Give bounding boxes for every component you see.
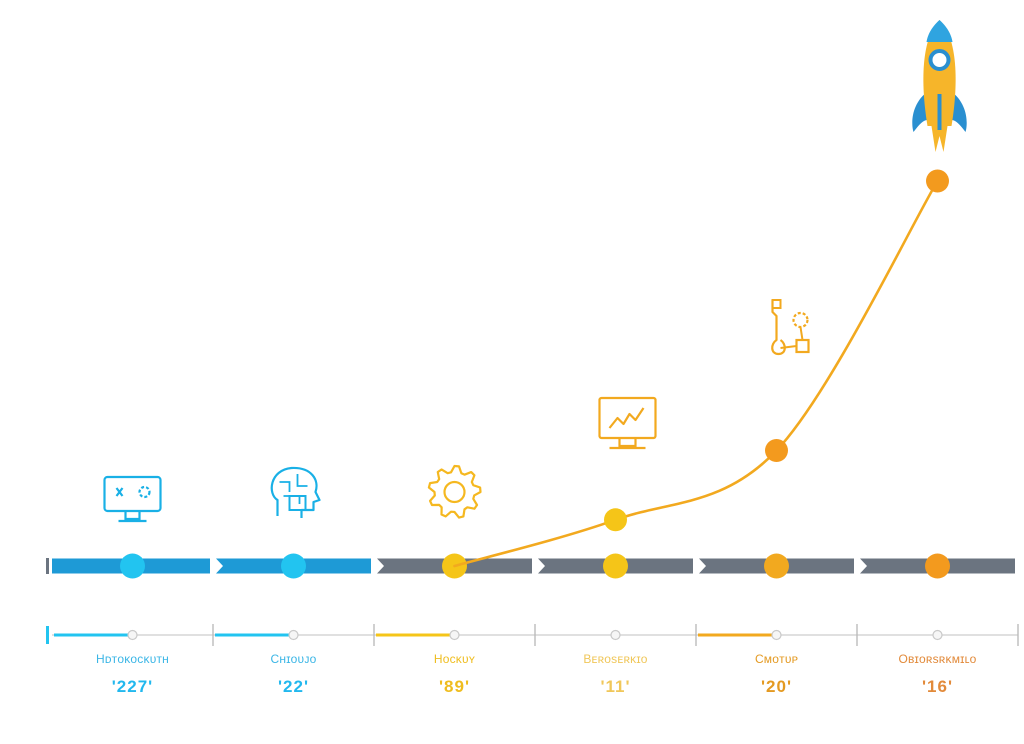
curve-node bbox=[604, 508, 627, 532]
timeline-node bbox=[925, 553, 950, 579]
stage-year: '227' bbox=[111, 677, 154, 696]
stage-year: '20' bbox=[761, 677, 792, 696]
stage-label: Cʜɪᴏᴜᴊᴏ bbox=[270, 652, 317, 666]
stage-year: '11' bbox=[600, 677, 631, 696]
rocket-icon bbox=[912, 20, 967, 152]
stage-label: Cᴍᴏᴛᴜᴘ bbox=[754, 652, 799, 666]
main-timeline-bar bbox=[46, 553, 1015, 579]
gear-icon bbox=[427, 464, 482, 519]
track-start-tick bbox=[46, 626, 49, 644]
stage-label: Oʙɪᴏʀsʀᴋᴍɪʟᴏ bbox=[898, 652, 977, 666]
monitor-icon bbox=[103, 475, 162, 523]
track-marker bbox=[127, 629, 138, 641]
bar-start-tick bbox=[46, 558, 49, 574]
tools-icon bbox=[771, 299, 810, 356]
growth-curve-layer bbox=[453, 169, 949, 568]
track-marker bbox=[771, 629, 782, 641]
timeline-node bbox=[281, 553, 306, 579]
track-marker bbox=[449, 629, 460, 641]
brain-head-icon bbox=[270, 466, 321, 518]
stage-year: '22' bbox=[278, 677, 309, 696]
stage-icons bbox=[103, 20, 967, 523]
timeline-node bbox=[120, 553, 145, 579]
stage-label: Bᴇʀᴏsᴇʀᴋɪᴏ bbox=[583, 652, 648, 666]
stage-year: '16' bbox=[922, 677, 953, 696]
stage-label: Hᴅᴛᴏᴋᴏᴄᴋᴜᴛʜ bbox=[95, 652, 169, 666]
progress-track bbox=[46, 624, 1019, 646]
track-marker bbox=[288, 629, 299, 641]
curve-node bbox=[926, 169, 949, 193]
growth-curve bbox=[453, 179, 939, 568]
timeline-node bbox=[764, 553, 789, 579]
stage-label: Hᴏᴄᴋᴜʏ bbox=[433, 652, 476, 666]
track-marker bbox=[932, 629, 943, 641]
chart-monitor-icon bbox=[598, 396, 657, 450]
timeline-node bbox=[603, 553, 628, 579]
curve-node bbox=[765, 439, 788, 462]
track-marker bbox=[610, 629, 621, 641]
stage-year: '89' bbox=[439, 677, 470, 696]
